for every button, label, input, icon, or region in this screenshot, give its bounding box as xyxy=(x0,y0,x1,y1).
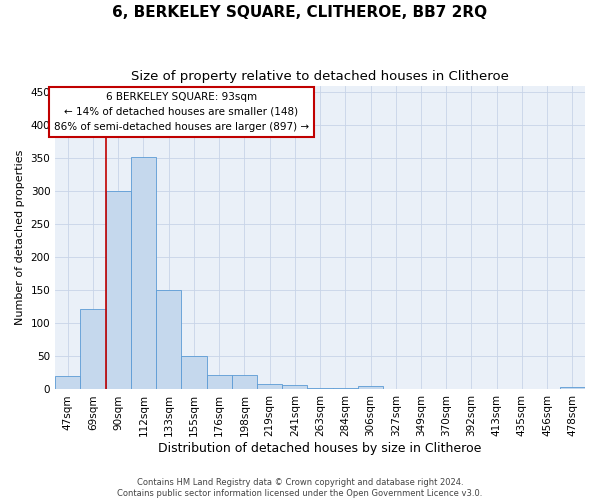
Bar xyxy=(409,389,434,390)
Bar xyxy=(131,157,156,390)
Bar xyxy=(383,389,409,390)
Text: 6, BERKELEY SQUARE, CLITHEROE, BB7 2RQ: 6, BERKELEY SQUARE, CLITHEROE, BB7 2RQ xyxy=(112,5,488,20)
X-axis label: Distribution of detached houses by size in Clitheroe: Distribution of detached houses by size … xyxy=(158,442,482,455)
Bar xyxy=(232,375,257,390)
Bar xyxy=(106,192,131,390)
Text: Contains HM Land Registry data © Crown copyright and database right 2024.
Contai: Contains HM Land Registry data © Crown c… xyxy=(118,478,482,498)
Bar xyxy=(181,356,206,390)
Y-axis label: Number of detached properties: Number of detached properties xyxy=(15,150,25,325)
Bar xyxy=(560,388,585,390)
Bar xyxy=(358,386,383,390)
Bar xyxy=(282,386,307,390)
Text: 6 BERKELEY SQUARE: 93sqm
← 14% of detached houses are smaller (148)
86% of semi-: 6 BERKELEY SQUARE: 93sqm ← 14% of detach… xyxy=(54,92,309,132)
Bar xyxy=(459,389,484,390)
Bar xyxy=(257,384,282,390)
Bar xyxy=(332,388,358,390)
Bar xyxy=(156,290,181,390)
Bar xyxy=(80,309,106,390)
Bar xyxy=(206,375,232,390)
Bar xyxy=(55,376,80,390)
Bar xyxy=(509,389,535,390)
Title: Size of property relative to detached houses in Clitheroe: Size of property relative to detached ho… xyxy=(131,70,509,83)
Bar xyxy=(307,388,332,390)
